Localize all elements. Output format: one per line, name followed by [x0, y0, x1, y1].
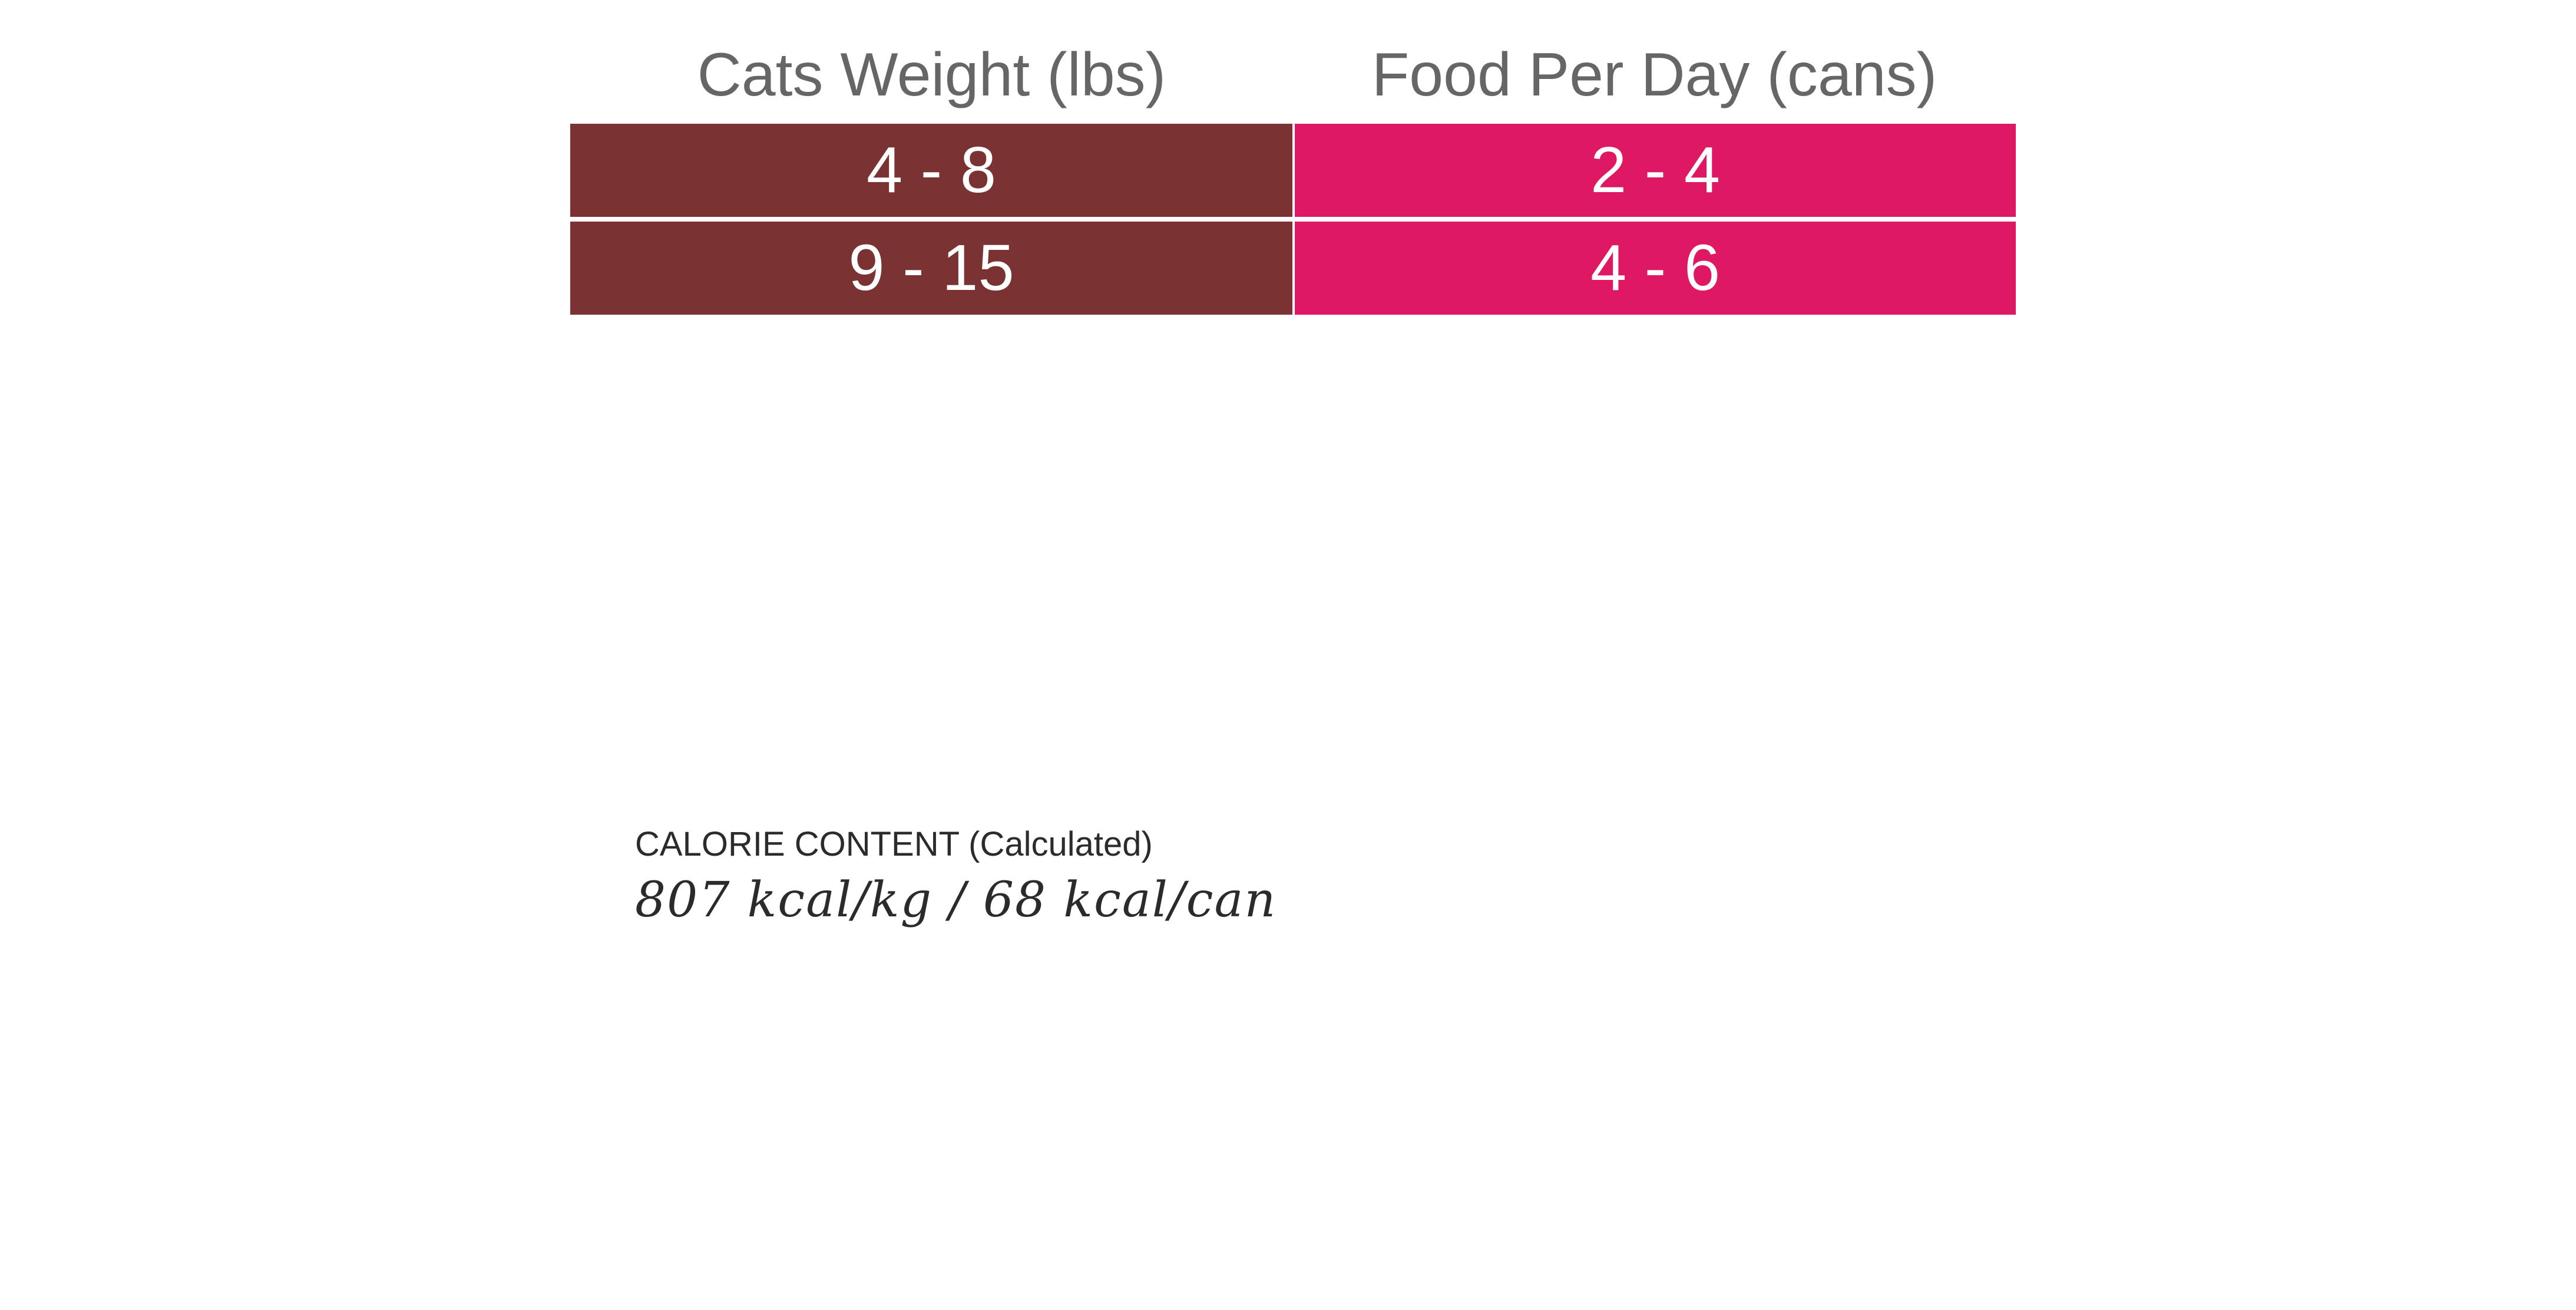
weight-cell: 9 - 15	[570, 222, 1292, 315]
calorie-content: CALORIE CONTENT (Calculated) 807 kcal/kg…	[635, 824, 1277, 929]
row-divider	[574, 217, 2012, 222]
table-body: 4 - 8 2 - 4 9 - 15 4 - 6	[570, 124, 2016, 315]
weight-cell: 4 - 8	[570, 124, 1292, 217]
table-header-row: Cats Weight (lbs) Food Per Day (cans)	[570, 35, 2016, 124]
food-column-header: Food Per Day (cans)	[1371, 41, 1937, 109]
calorie-value: 807 kcal/kg / 68 kcal/can	[635, 872, 1277, 928]
feeding-table: Cats Weight (lbs) Food Per Day (cans) 4 …	[570, 35, 2016, 315]
weight-column-header: Cats Weight (lbs)	[697, 41, 1166, 109]
food-cell: 4 - 6	[1295, 222, 2016, 315]
calorie-heading: CALORIE CONTENT (Calculated)	[635, 825, 1153, 863]
food-cell: 2 - 4	[1295, 124, 2016, 217]
